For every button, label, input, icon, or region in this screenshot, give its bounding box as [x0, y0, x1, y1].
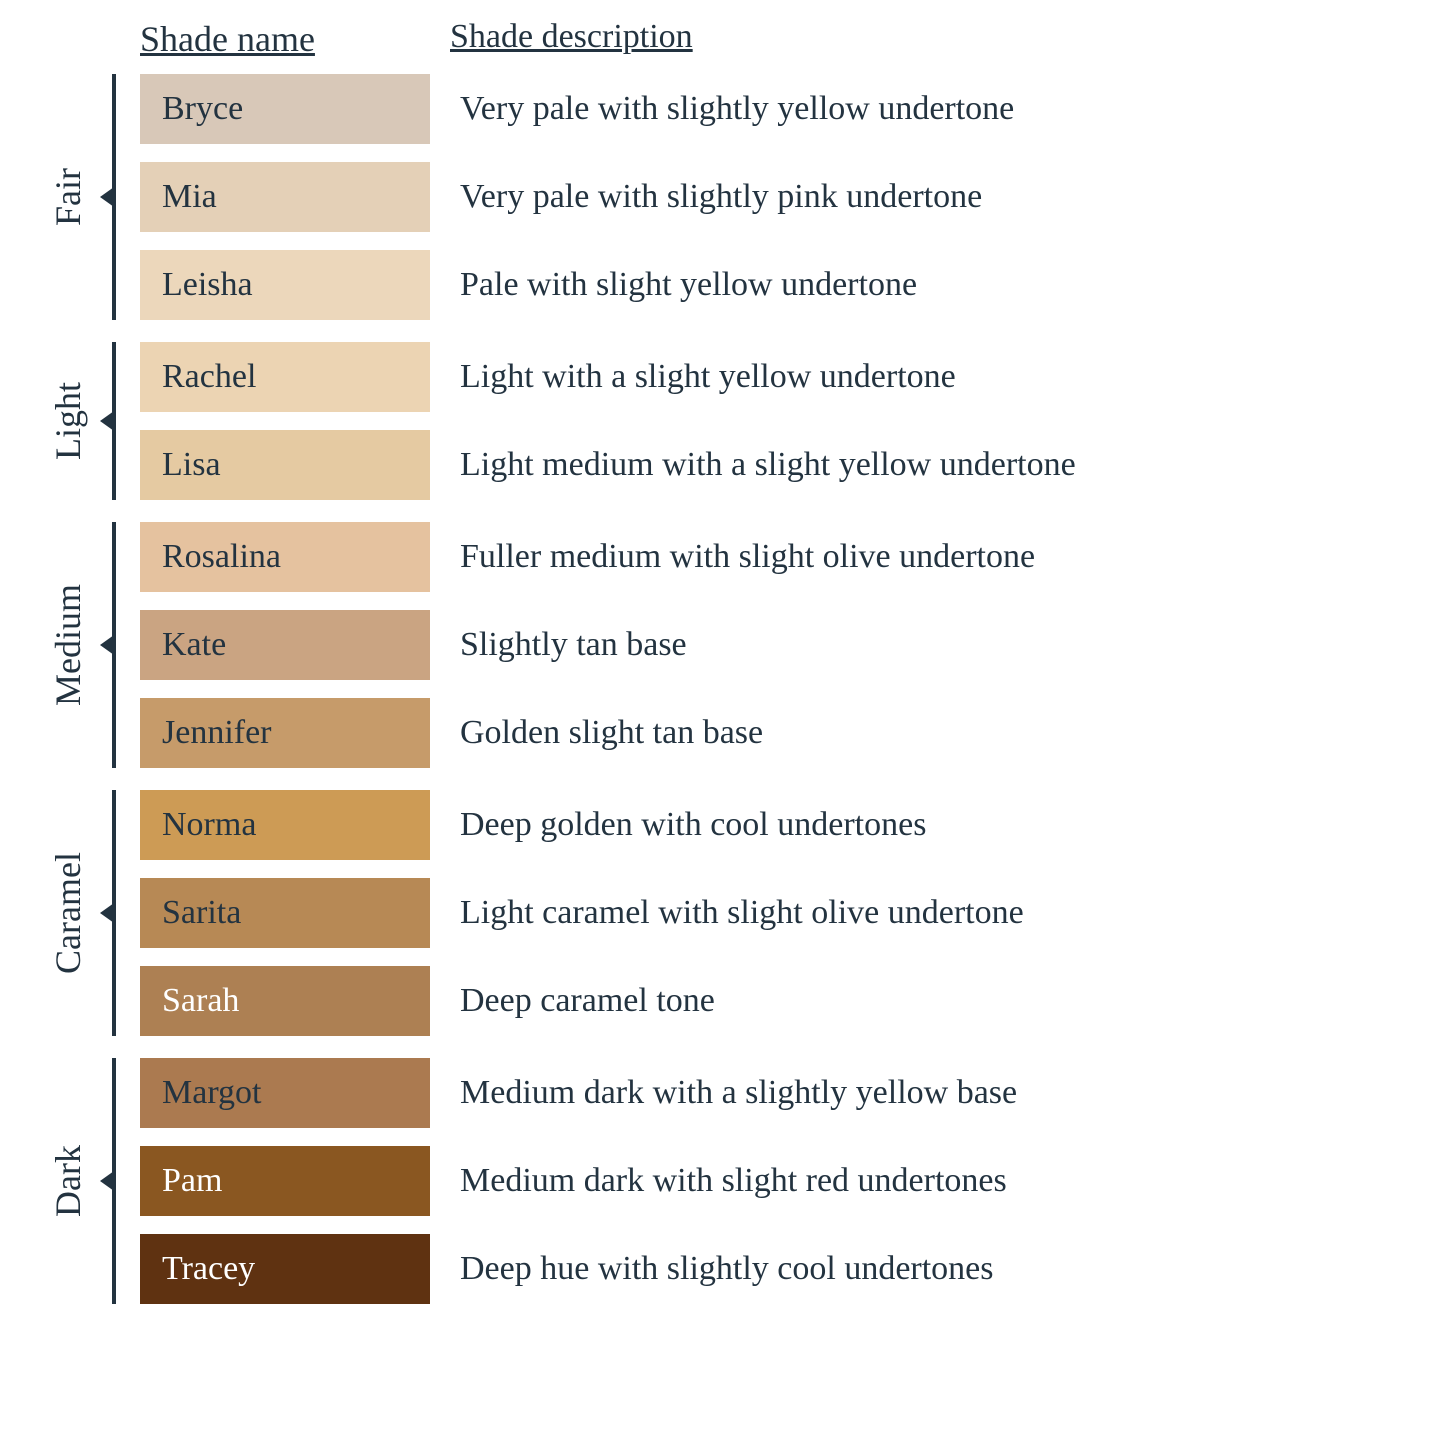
shade-swatch: Rachel	[140, 342, 430, 412]
shade-rows: Rosalina Fuller medium with slight olive …	[140, 522, 1420, 768]
column-headers: Shade name Shade description	[120, 18, 1420, 60]
shade-swatch: Sarita	[140, 878, 430, 948]
shade-group: Caramel Norma Deep golden with cool undert…	[40, 790, 1420, 1036]
shade-description: Deep hue with slightly cool undertones	[460, 1250, 994, 1288]
group-bracket	[112, 522, 116, 768]
shade-swatch: Tracey	[140, 1234, 430, 1304]
shade-swatch: Mia	[140, 162, 430, 232]
shade-row: Tracey Deep hue with slightly cool undert…	[140, 1234, 1420, 1304]
shade-swatch: Leisha	[140, 250, 430, 320]
shade-row: Leisha Pale with slight yellow undertone	[140, 250, 1420, 320]
shade-row: Bryce Very pale with slightly yellow unde…	[140, 74, 1420, 144]
shade-group: Light Rachel Light with a slight yellow un…	[40, 342, 1420, 500]
shade-row: Lisa Light medium with a slight yellow un…	[140, 430, 1420, 500]
shade-swatch: Margot	[140, 1058, 430, 1128]
shade-description: Pale with slight yellow undertone	[460, 266, 917, 304]
shade-row: Sarita Light caramel with slight olive un…	[140, 878, 1420, 948]
shade-description: Medium dark with slight red undertones	[460, 1162, 1007, 1200]
group-label: Light	[47, 382, 89, 460]
shade-description: Light caramel with slight olive underton…	[460, 894, 1024, 932]
shade-group: Medium Rosalina Fuller medium with slight …	[40, 522, 1420, 768]
shade-row: Sarah Deep caramel tone	[140, 966, 1420, 1036]
header-shade-desc: Shade description	[450, 18, 693, 60]
shade-row: Kate Slightly tan base	[140, 610, 1420, 680]
shade-group: Dark Margot Medium dark with a slightly ye…	[40, 1058, 1420, 1304]
shade-description: Medium dark with a slightly yellow base	[460, 1074, 1017, 1112]
shade-description: Golden slight tan base	[460, 714, 763, 752]
shade-row: Margot Medium dark with a slightly yellow…	[140, 1058, 1420, 1128]
shade-description: Fuller medium with slight olive underton…	[460, 538, 1035, 576]
shade-rows: Norma Deep golden with cool undertones Sar…	[140, 790, 1420, 1036]
shade-row: Rachel Light with a slight yellow underto…	[140, 342, 1420, 412]
shade-groups: Fair Bryce Very pale with slightly yellow …	[40, 74, 1420, 1304]
group-label: Medium	[47, 584, 89, 706]
shade-rows: Margot Medium dark with a slightly yellow…	[140, 1058, 1420, 1304]
shade-description: Light with a slight yellow undertone	[460, 358, 956, 396]
shade-row: Pam Medium dark with slight red undertone…	[140, 1146, 1420, 1216]
group-bracket	[112, 342, 116, 500]
shade-row: Jennifer Golden slight tan base	[140, 698, 1420, 768]
shade-description: Very pale with slightly pink undertone	[460, 178, 982, 216]
shade-chart: Shade name Shade description Fair Bryce Ve…	[40, 18, 1420, 1326]
shade-swatch: Bryce	[140, 74, 430, 144]
shade-swatch: Sarah	[140, 966, 430, 1036]
shade-group: Fair Bryce Very pale with slightly yellow …	[40, 74, 1420, 320]
group-label: Dark	[47, 1145, 89, 1217]
header-shade-name: Shade name	[140, 18, 450, 60]
shade-description: Deep golden with cool undertones	[460, 806, 926, 844]
shade-swatch: Rosalina	[140, 522, 430, 592]
shade-row: Rosalina Fuller medium with slight olive …	[140, 522, 1420, 592]
shade-description: Light medium with a slight yellow undert…	[460, 446, 1076, 484]
shade-swatch: Jennifer	[140, 698, 430, 768]
shade-row: Mia Very pale with slightly pink underton…	[140, 162, 1420, 232]
shade-description: Slightly tan base	[460, 626, 687, 664]
shade-description: Very pale with slightly yellow undertone	[460, 90, 1014, 128]
shade-description: Deep caramel tone	[460, 982, 715, 1020]
group-bracket	[112, 74, 116, 320]
shade-rows: Bryce Very pale with slightly yellow unde…	[140, 74, 1420, 320]
shade-swatch: Lisa	[140, 430, 430, 500]
group-label: Caramel	[47, 852, 89, 974]
shade-rows: Rachel Light with a slight yellow underto…	[140, 342, 1420, 500]
group-bracket	[112, 790, 116, 1036]
group-bracket	[112, 1058, 116, 1304]
shade-row: Norma Deep golden with cool undertones	[140, 790, 1420, 860]
group-label: Fair	[47, 168, 89, 226]
shade-swatch: Norma	[140, 790, 430, 860]
shade-swatch: Kate	[140, 610, 430, 680]
shade-swatch: Pam	[140, 1146, 430, 1216]
